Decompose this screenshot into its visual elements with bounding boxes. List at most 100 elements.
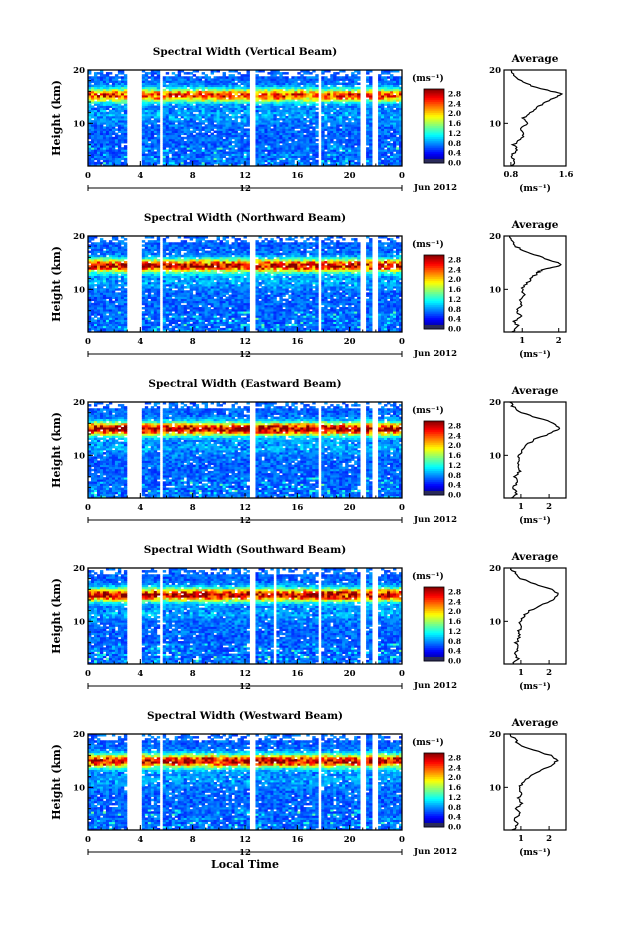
colorbar-segment [424, 94, 444, 97]
colorbar-segment [424, 616, 444, 619]
average-x-axis-label: (ms⁻¹) [519, 515, 551, 526]
colorbar-tick-label: 1.2 [448, 627, 461, 636]
colorbar-segment [424, 144, 444, 147]
colorbar-segment [424, 293, 444, 297]
average-y-tick-label: 20 [489, 564, 501, 574]
colorbar-segment [424, 790, 444, 793]
average-frame [503, 235, 567, 333]
colorbar-tick-label: 1.6 [448, 783, 461, 792]
colorbar-segment [424, 317, 444, 321]
colorbar-segment [424, 304, 444, 308]
colorbar-segment [424, 433, 444, 437]
colorbar-unit: (ms⁻¹) [412, 239, 444, 250]
colorbar-segment [424, 303, 444, 306]
colorbar-segment [424, 612, 444, 616]
colorbar-segment [424, 642, 444, 645]
y-tick-label: 10 [73, 617, 85, 627]
colorbar-segment [424, 255, 444, 258]
colorbar-segment [424, 310, 444, 313]
average-y-tick-label: 20 [489, 66, 501, 76]
x-tick-label: 20 [344, 503, 356, 513]
average-x-tick-label: 1 [518, 502, 524, 512]
colorbar-segment [424, 631, 444, 634]
colorbar-underflow [424, 491, 444, 495]
colorbar-segment [424, 103, 444, 107]
x-tick-label: 4 [137, 171, 143, 181]
colorbar-segment [424, 275, 444, 278]
colorbar-tick-label: 0.4 [448, 481, 461, 490]
colorbar-segment [424, 777, 444, 780]
y-tick-label: 10 [73, 119, 85, 129]
average-x-axis-label: (ms⁻¹) [519, 847, 551, 858]
colorbar-segment [424, 100, 444, 103]
average-profile-line [508, 235, 562, 333]
colorbar-segment [424, 590, 444, 593]
x-tick-label: 0 [85, 835, 91, 845]
colorbar-segment [424, 463, 444, 466]
colorbar-tick-label: 1.6 [448, 451, 461, 460]
x-tick-label: 0 [85, 337, 91, 347]
average-x-tick-label: 1 [518, 668, 524, 678]
date-label: 12 [239, 350, 251, 360]
colorbar-segment [424, 432, 444, 435]
colorbar-segment [424, 480, 444, 483]
colorbar-segment [424, 150, 444, 153]
average-y-tick-label: 20 [489, 398, 501, 408]
colorbar-segment [424, 140, 444, 144]
colorbar-tick-label: 1.6 [448, 119, 461, 128]
colorbar-segment [424, 618, 444, 621]
colorbar-segment [424, 629, 444, 632]
panel-4: Spectral Width (Southward Beam)2010Heigh… [50, 544, 567, 692]
colorbar-segment [424, 92, 444, 95]
y-axis-label: Height (km) [50, 744, 63, 820]
x-tick-label: 8 [190, 171, 196, 181]
colorbar-segment [424, 107, 444, 110]
colorbar-segment [424, 778, 444, 782]
colorbar-segment [424, 603, 444, 606]
colorbar-underflow [424, 657, 444, 661]
colorbar-segment [424, 596, 444, 599]
colorbar-tick-label: 2.0 [448, 441, 461, 450]
colorbar-segment [424, 126, 444, 129]
average-x-tick-label: 1.6 [559, 170, 574, 180]
colorbar-segment [424, 489, 444, 492]
colorbar-segment [424, 452, 444, 455]
colorbar-segment [424, 470, 444, 474]
panel-title: Spectral Width (Eastward Beam) [148, 378, 341, 390]
colorbar-tick-label: 0.0 [448, 823, 461, 832]
colorbar-segment [424, 295, 444, 298]
colorbar-segment [424, 633, 444, 636]
x-tick-label: 8 [190, 669, 196, 679]
date-month-year: Jun 2012 [413, 349, 457, 359]
colorbar-segment [424, 758, 444, 761]
x-tick-label: 12 [239, 503, 251, 513]
colorbar-segment [424, 760, 444, 763]
x-tick-label: 0 [399, 503, 405, 513]
colorbar-segment [424, 290, 444, 293]
colorbar-segment [424, 771, 444, 774]
colorbar-tick-label: 0.8 [448, 139, 461, 148]
colorbar-segment [424, 292, 444, 295]
x-tick-label: 0 [399, 337, 405, 347]
heatmap [88, 70, 403, 167]
colorbar-underflow [424, 159, 444, 163]
panel-5: Spectral Width (Westward Beam)2010Height… [50, 710, 567, 871]
x-tick-label: 4 [137, 669, 143, 679]
colorbar-segment [424, 445, 444, 448]
y-axis-label: Height (km) [50, 578, 63, 654]
colorbar-segment [424, 437, 444, 440]
x-tick-label: 8 [190, 835, 196, 845]
colorbar-segment [424, 587, 444, 590]
colorbar-segment [424, 114, 444, 118]
colorbar-tick-label: 0.8 [448, 803, 461, 812]
x-tick-label: 20 [344, 337, 356, 347]
average-frame [503, 401, 567, 499]
colorbar-segment [424, 767, 444, 771]
x-tick-label: 16 [291, 503, 303, 513]
colorbar-underflow [424, 325, 444, 329]
average-profile-line [510, 69, 564, 167]
colorbar-segment [424, 448, 444, 451]
colorbar-segment [424, 648, 444, 651]
colorbar-segment [424, 284, 444, 287]
colorbar-segment [424, 791, 444, 795]
